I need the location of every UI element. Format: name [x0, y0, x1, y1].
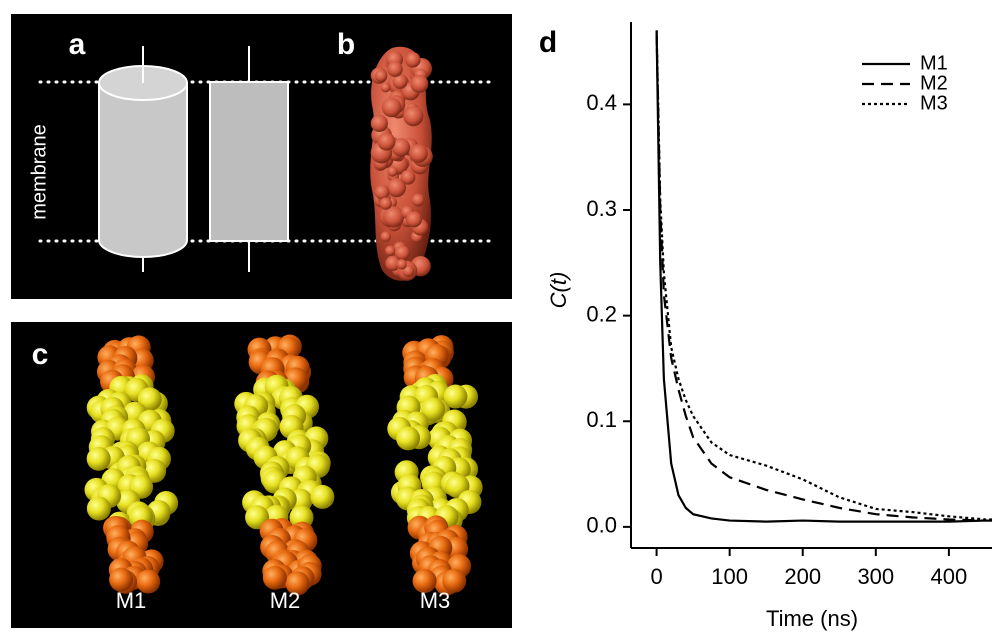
surface-bump [382, 206, 405, 228]
atom [396, 426, 421, 451]
surface-bump [386, 178, 407, 198]
x-tick-label: 300 [857, 564, 894, 589]
surface-bump [385, 245, 396, 256]
surface-bump [403, 105, 424, 127]
surface-bump [392, 73, 408, 89]
y-tick-label: 0.0 [586, 513, 617, 538]
panel-label: c [32, 338, 49, 371]
molecule-label: M3 [420, 588, 451, 613]
atom [86, 446, 111, 471]
surface-bump [379, 197, 392, 210]
membrane-label: membrane [28, 124, 50, 220]
molecule-label: M1 [116, 588, 147, 613]
surface-bump [381, 97, 402, 118]
x-tick-label: 100 [711, 564, 748, 589]
surface-bump [377, 132, 396, 151]
x-tick-label: 400 [931, 564, 968, 589]
legend-label: M2 [920, 72, 948, 94]
atom [412, 569, 437, 594]
surface-bump [391, 138, 411, 157]
surface-bump [402, 265, 415, 277]
surface-bump [405, 211, 423, 228]
rectangle [209, 81, 289, 242]
surface-bump [370, 114, 388, 132]
surface-bump [405, 52, 421, 68]
atom [86, 496, 111, 521]
surface-bump [410, 74, 429, 93]
series-line [655, 30, 992, 522]
legend-label: M1 [920, 52, 948, 74]
surface-bump [385, 255, 401, 271]
panel-label: b [337, 28, 355, 61]
atom [421, 397, 446, 422]
atom [136, 569, 161, 594]
series-line [655, 30, 992, 521]
surface-texture [370, 50, 433, 281]
molecules [84, 334, 483, 596]
legend-label: M3 [920, 92, 948, 114]
molecule-label: M2 [270, 588, 301, 613]
series-line [655, 30, 992, 523]
x-tick-label: 0 [650, 564, 662, 589]
x-axis-label: Time (ns) [766, 606, 858, 631]
surface-bump [387, 61, 403, 77]
atom [443, 384, 468, 409]
atom [285, 571, 310, 596]
y-tick-label: 0.2 [586, 301, 617, 326]
y-axis-label: C(t) [546, 272, 571, 309]
atom [310, 484, 335, 509]
surface-bump [380, 82, 391, 93]
y-tick-label: 0.4 [586, 90, 617, 115]
y-tick-label: 0.1 [586, 407, 617, 432]
panel-label: a [69, 28, 86, 61]
surface-bump [394, 245, 410, 261]
surface-bump [375, 69, 388, 82]
y-tick-label: 0.3 [586, 196, 617, 221]
surface-bump [411, 193, 425, 207]
surface-bump [396, 259, 407, 270]
cylinder [98, 82, 188, 258]
surface-bump [409, 144, 428, 163]
x-tick-label: 200 [784, 564, 821, 589]
surface-bump [374, 184, 390, 200]
atom [109, 567, 134, 592]
atom [262, 565, 287, 590]
surface-bump [400, 169, 416, 185]
surface-bump [387, 166, 398, 177]
atom [442, 568, 467, 593]
atom [137, 387, 162, 412]
panel-label: d [539, 26, 557, 59]
surface-bump [380, 231, 391, 242]
